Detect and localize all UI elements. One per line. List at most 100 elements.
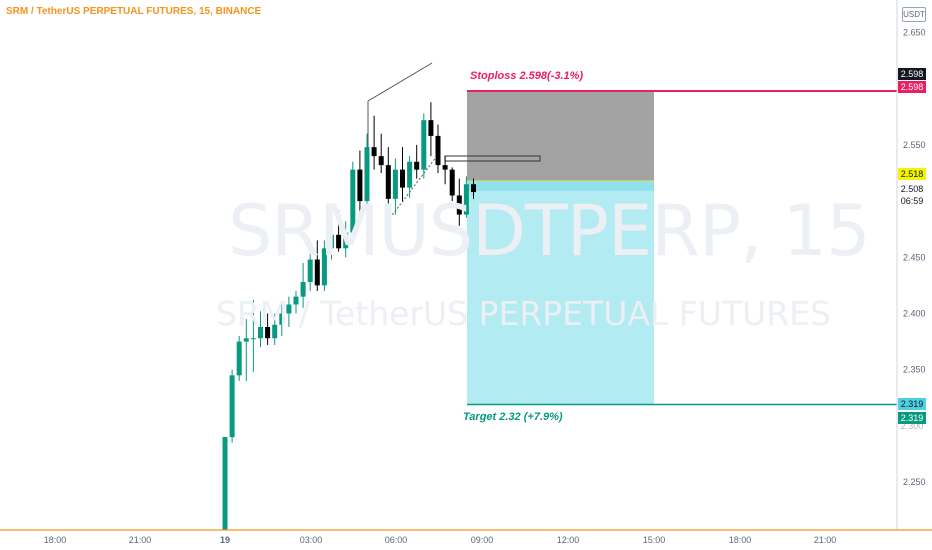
candle-extension (222, 437, 228, 530)
candle-body (428, 120, 434, 136)
candle-body (371, 147, 377, 157)
candle-body (329, 234, 334, 249)
candle (463, 176, 469, 218)
candle (442, 156, 448, 185)
candle (400, 147, 405, 202)
target-zone-top (467, 180, 654, 191)
candle-body (243, 338, 249, 342)
price-tag-target: 2.319 (898, 398, 926, 410)
candle-body (407, 161, 413, 188)
target-zone (467, 180, 654, 405)
candle-body (229, 375, 235, 438)
time-tick-label: 15:00 (643, 535, 666, 545)
candle (456, 178, 462, 226)
candle (307, 251, 313, 292)
candle-body (300, 282, 306, 297)
time-tick-label: 19 (220, 535, 230, 545)
time-tick-label: 18:00 (729, 535, 752, 545)
candle-body (471, 184, 476, 193)
time-tick-label: 12:00 (557, 535, 580, 545)
price-tick-label: 2.400 (903, 309, 926, 319)
candle-body (314, 259, 320, 286)
candle (300, 262, 306, 308)
candle-body (336, 234, 342, 249)
wedge-upper-line (367, 62, 433, 102)
candle (321, 240, 327, 292)
candle (435, 124, 441, 173)
candle (371, 115, 377, 170)
candle (385, 147, 391, 207)
chart-title[interactable]: SRM / TetherUS PERPETUAL FUTURES, 15, BI… (6, 6, 262, 17)
candle-body (250, 338, 256, 340)
candle (329, 225, 334, 260)
price-tick-label: 2.650 (903, 28, 926, 38)
candle-body (392, 169, 398, 199)
candle (343, 221, 349, 258)
candle-body (272, 324, 278, 339)
candle-body (265, 326, 271, 339)
stoploss-label: Stoploss 2.598(-3.1%) (470, 70, 584, 82)
candle (428, 102, 434, 157)
candle-body (414, 161, 420, 170)
candle (421, 113, 427, 179)
candle-body (350, 169, 356, 233)
candle (350, 161, 356, 241)
candle-body (357, 169, 363, 202)
price-tick-label: 2.250 (903, 477, 926, 487)
wedge-lower-line (389, 151, 441, 219)
target-label: Target 2.32 (+7.9%) (463, 411, 563, 423)
candle (414, 144, 420, 179)
price-tick-label: 2.450 (903, 252, 926, 262)
candle (229, 369, 235, 443)
stoploss-zone (467, 90, 654, 181)
candle (407, 156, 413, 198)
countdown-tag: 06:59 (898, 195, 926, 207)
candle-body (364, 147, 370, 202)
candle-body (435, 135, 441, 166)
candle (243, 319, 249, 381)
candle (378, 133, 384, 173)
candle-body (258, 326, 263, 339)
price-tag-entry: 2.518 (898, 168, 926, 180)
candle-body (293, 296, 299, 305)
price-tick-label: 2.350 (903, 365, 926, 375)
candle-body (385, 165, 391, 199)
time-tick-label: 09:00 (471, 535, 494, 545)
candle (279, 302, 285, 336)
time-tick-label: 06:00 (385, 535, 408, 545)
candle-body (286, 304, 292, 314)
candle-body (463, 184, 469, 215)
candle (250, 300, 256, 372)
candle (392, 158, 398, 215)
candle-body (321, 248, 327, 286)
candle (293, 291, 299, 314)
candle (357, 150, 363, 213)
price-tag-last: 2.508 (898, 183, 926, 195)
candle (236, 335, 242, 381)
candle (336, 210, 342, 252)
price-tag-stoploss: 2.598 (898, 68, 926, 80)
candle-body (442, 165, 448, 170)
candle-body (378, 156, 384, 166)
time-tick-label: 21:00 (814, 535, 837, 545)
time-tick-label: 18:00 (44, 535, 67, 545)
candle-body (456, 195, 462, 215)
candle-body (279, 313, 285, 325)
currency-badge[interactable]: USDT (902, 7, 926, 22)
candle (471, 178, 476, 199)
price-tag-target-line: 2.319 (898, 412, 926, 424)
candle (364, 133, 370, 213)
candle (449, 167, 455, 202)
price-tick-label: 2.550 (903, 140, 926, 150)
candle (314, 240, 320, 292)
candle-body (236, 341, 242, 376)
candle (272, 313, 278, 345)
candle (258, 311, 263, 348)
candle-body (307, 259, 313, 283)
candle-body (400, 169, 405, 188)
candle-body (421, 120, 427, 170)
time-tick-label: 03:00 (300, 535, 323, 545)
candle (265, 313, 271, 345)
time-tick-label: 21:00 (129, 535, 152, 545)
